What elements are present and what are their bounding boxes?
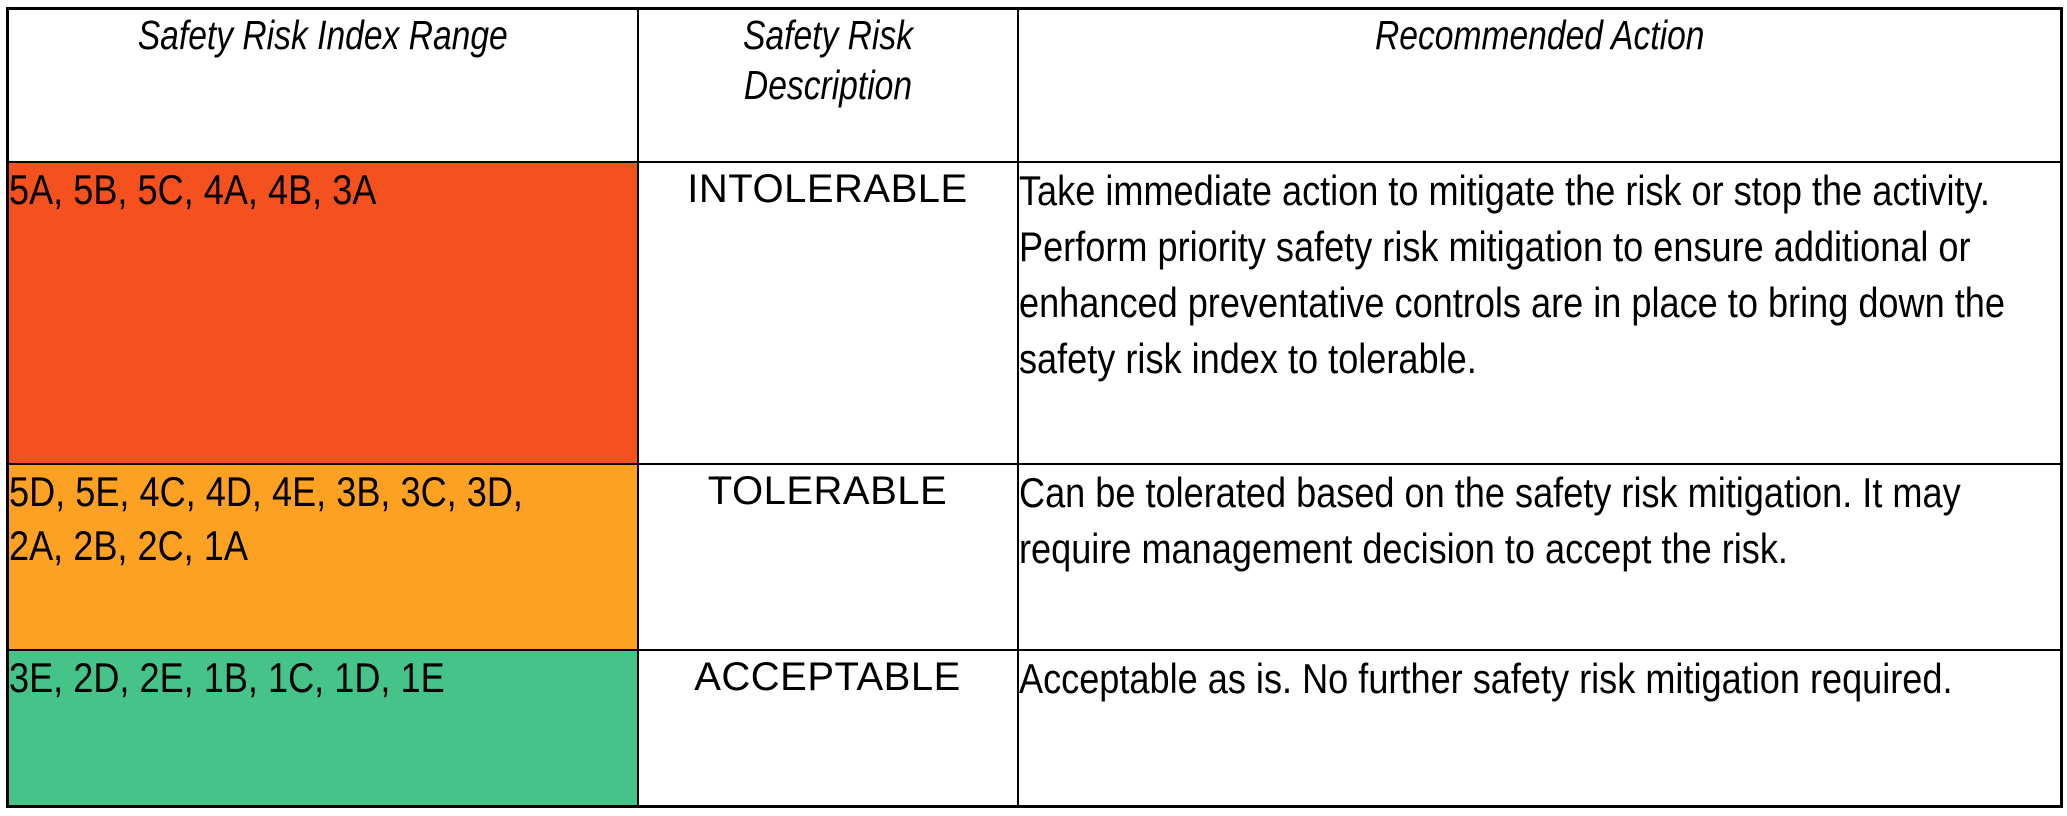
table-header-row: Safety Risk Index Range Safety Risk Desc… [6, 7, 2063, 163]
status-badge: ACCEPTABLE [694, 654, 961, 699]
risk-index-range-cell-tolerable: 5D, 5E, 4C, 4D, 4E, 3B, 3C, 3D, 2A, 2B, … [6, 462, 639, 651]
recommended-action-text: Acceptable as is. No further safety risk… [1018, 654, 1953, 702]
status-badge: TOLERABLE [707, 468, 948, 513]
risk-description-cell-tolerable: TOLERABLE [636, 462, 1019, 651]
column-header-risk-index-range-label: Safety Risk Index Range [137, 12, 508, 58]
risk-description-cell-intolerable: INTOLERABLE [636, 160, 1019, 465]
recommended-action-cell-tolerable: Can be tolerated based on the safety ris… [1016, 462, 2063, 651]
risk-index-range-value: 5D, 5E, 4C, 4D, 4E, 3B, 3C, 3D, 2A, 2B, … [9, 467, 523, 569]
risk-index-range-value: 5A, 5B, 5C, 4A, 4B, 3A [9, 165, 377, 213]
column-header-recommended-action-label: Recommended Action [1374, 12, 1705, 58]
risk-index-range-cell-intolerable: 5A, 5B, 5C, 4A, 4B, 3A [6, 160, 639, 465]
column-header-risk-index-range: Safety Risk Index Range [6, 7, 639, 163]
recommended-action-cell-intolerable: Take immediate action to mitigate the ri… [1016, 160, 2063, 465]
status-badge: INTOLERABLE [687, 166, 968, 211]
risk-description-cell-acceptable: ACCEPTABLE [636, 648, 1019, 808]
recommended-action-text: Take immediate action to mitigate the ri… [1018, 166, 2005, 382]
table-row: 3E, 2D, 2E, 1B, 1C, 1D, 1E ACCEPTABLE Ac… [6, 648, 2063, 808]
risk-matrix-container: Safety Risk Index Range Safety Risk Desc… [6, 7, 2063, 808]
recommended-action-text: Can be tolerated based on the safety ris… [1018, 468, 1961, 572]
column-header-recommended-action: Recommended Action [1016, 7, 2063, 163]
table-row: 5D, 5E, 4C, 4D, 4E, 3B, 3C, 3D, 2A, 2B, … [6, 462, 2063, 651]
risk-index-range-cell-acceptable: 3E, 2D, 2E, 1B, 1C, 1D, 1E [6, 648, 639, 808]
table-row: 5A, 5B, 5C, 4A, 4B, 3A INTOLERABLE Take … [6, 160, 2063, 465]
column-header-risk-description: Safety Risk Description [636, 7, 1019, 163]
column-header-risk-description-label: Safety Risk Description [742, 12, 913, 108]
risk-index-range-value: 3E, 2D, 2E, 1B, 1C, 1D, 1E [9, 653, 445, 701]
recommended-action-cell-acceptable: Acceptable as is. No further safety risk… [1016, 648, 2063, 808]
safety-risk-index-table: Safety Risk Index Range Safety Risk Desc… [6, 7, 2063, 808]
